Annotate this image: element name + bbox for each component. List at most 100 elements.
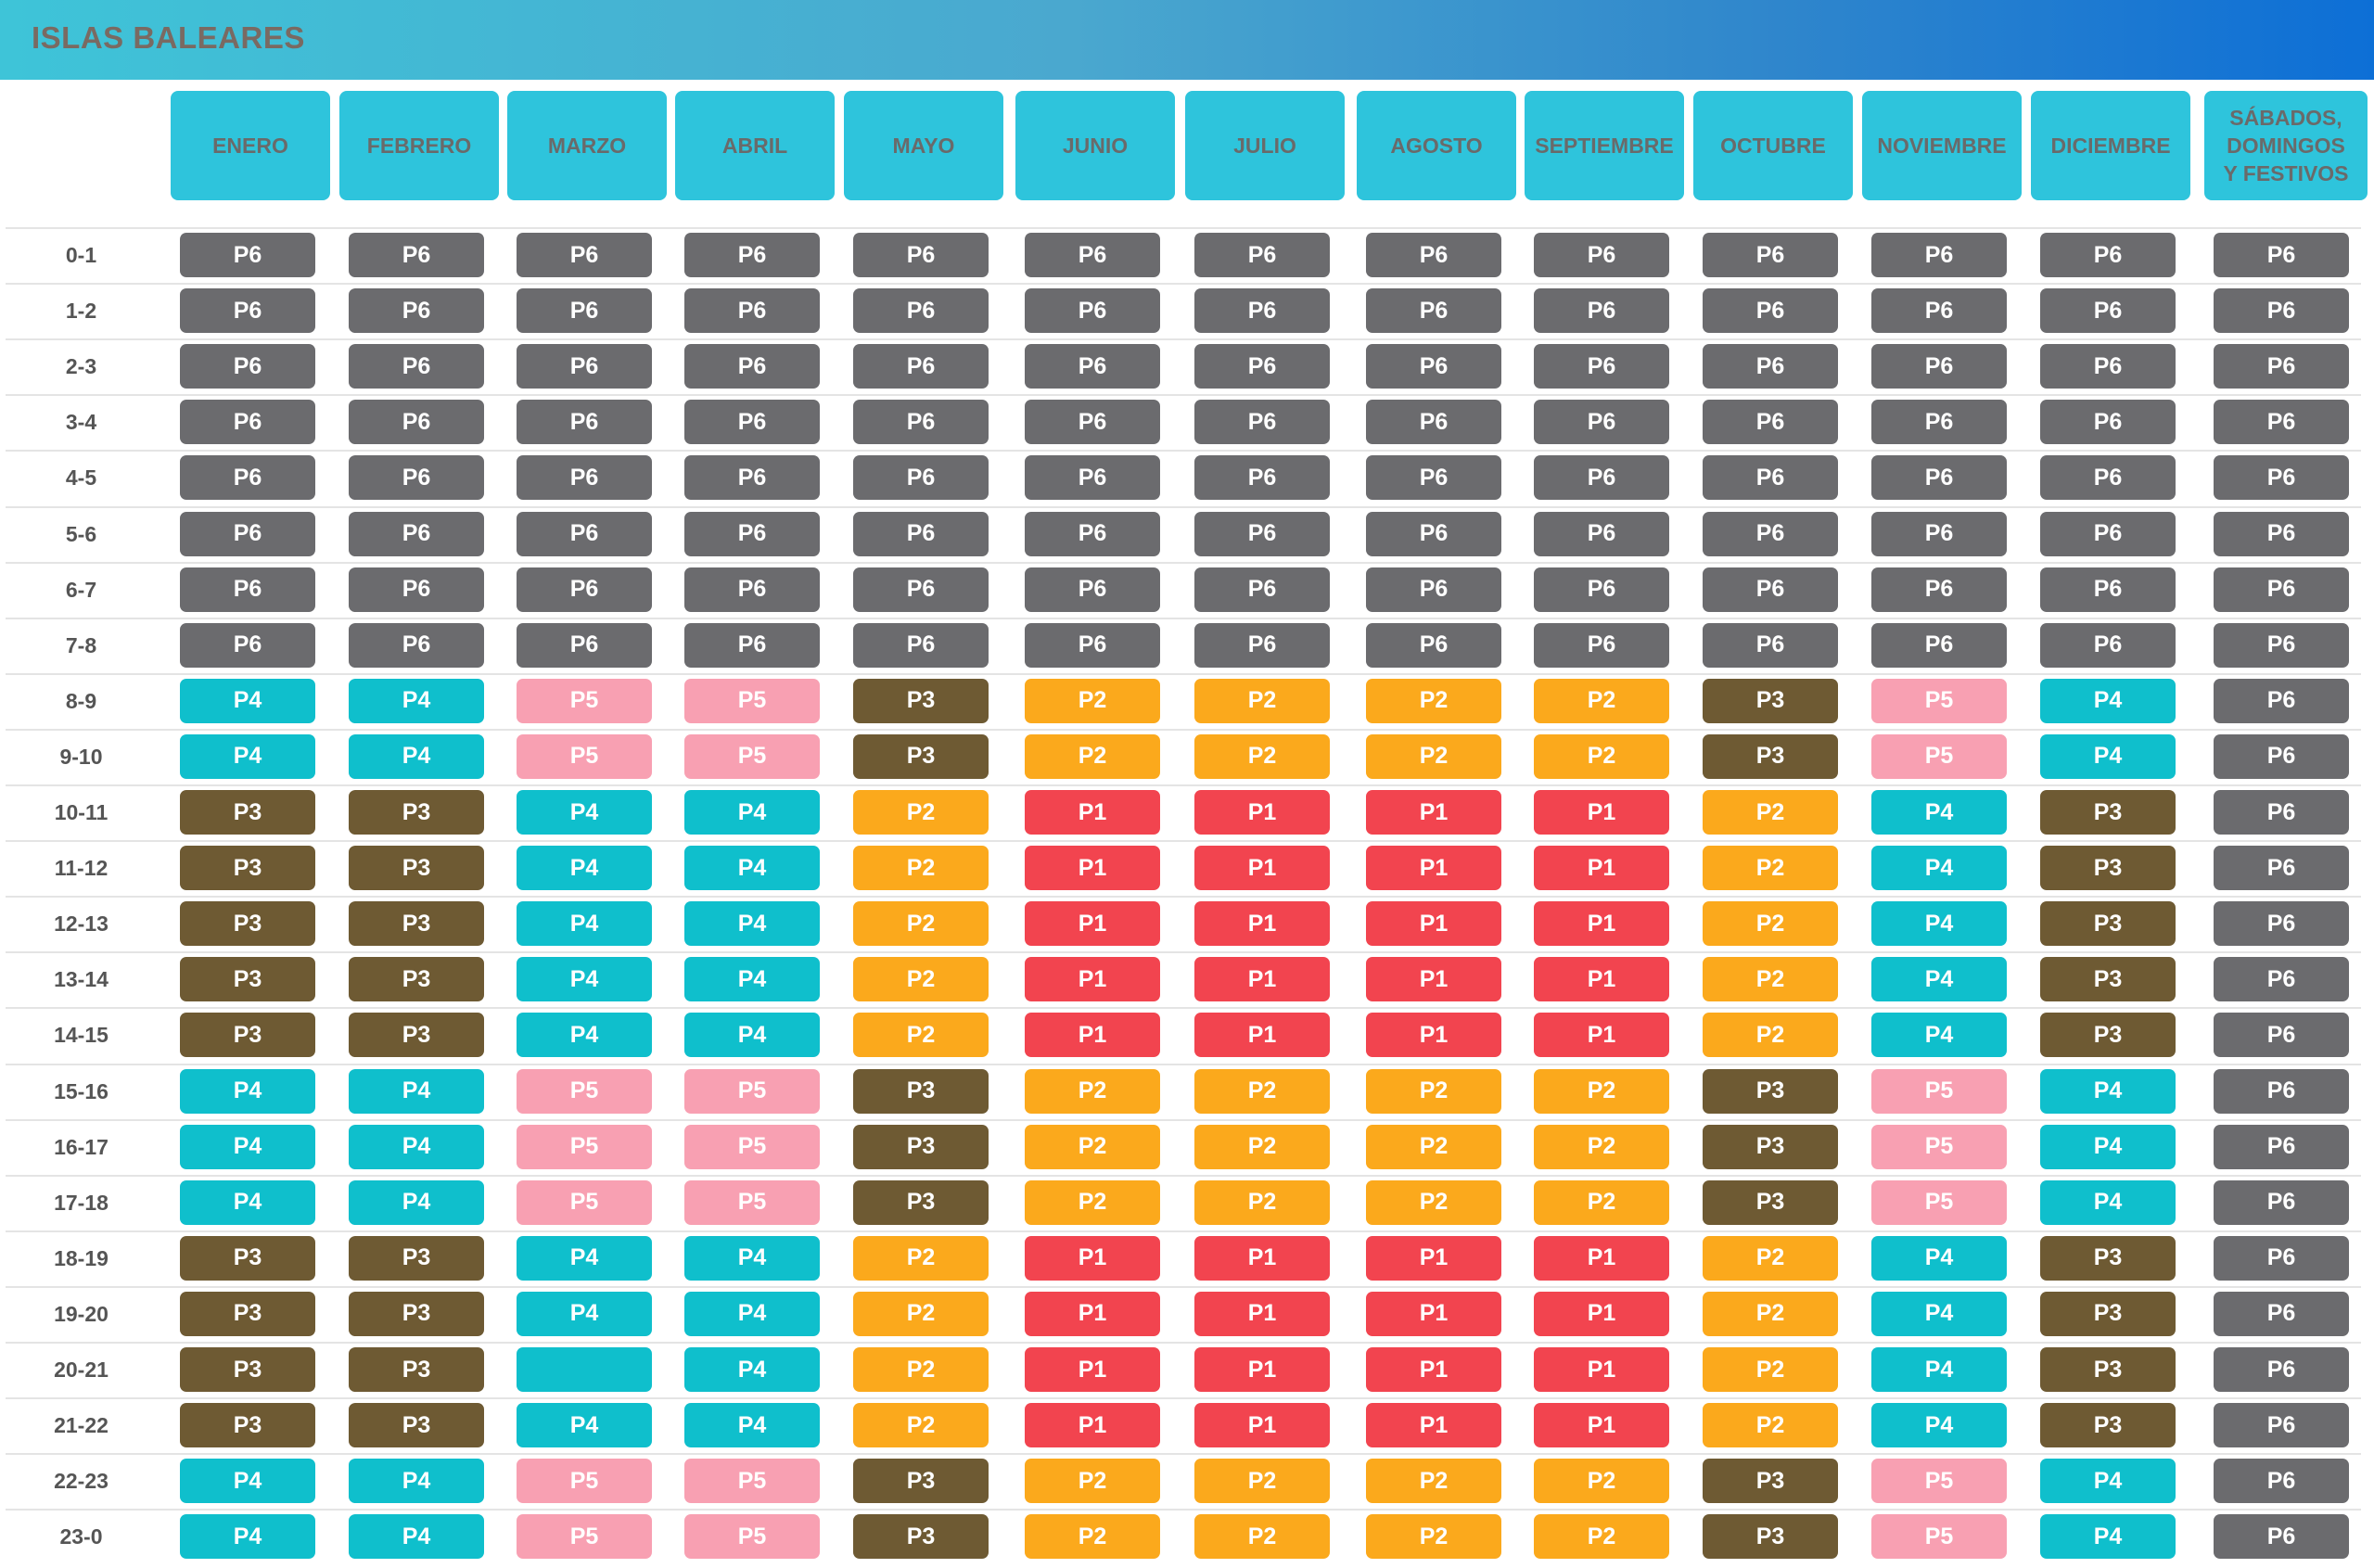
- period-cell: P6: [1703, 455, 1838, 501]
- period-cell: P3: [349, 1235, 484, 1281]
- period-cell: P6: [1025, 622, 1160, 668]
- period-cell: P4: [349, 1459, 484, 1504]
- period-cell: P6: [2214, 288, 2349, 334]
- period-cell: P4: [180, 1514, 315, 1560]
- period-cell: P4: [517, 790, 652, 835]
- period-cell: P2: [853, 957, 989, 1002]
- period-cell: P3: [853, 733, 989, 779]
- period-cell: P4: [2040, 1068, 2176, 1114]
- period-cell: P1: [1025, 1013, 1160, 1058]
- period-cell: P2: [1703, 1291, 1838, 1336]
- period-cell: P5: [1871, 1459, 2007, 1504]
- period-cell: P6: [517, 344, 652, 389]
- hour-label: 17-18: [54, 1190, 108, 1215]
- period-cell: P3: [349, 1403, 484, 1448]
- row-divider: [6, 896, 2361, 899]
- column-header: FEBRERO: [339, 91, 499, 200]
- period-cell: P6: [180, 400, 315, 445]
- hour-label: 11-12: [54, 856, 108, 881]
- period-cell: P3: [2040, 1291, 2176, 1336]
- period-cell: P2: [1703, 1403, 1838, 1448]
- period-cell: P6: [2214, 567, 2349, 612]
- row-divider: [6, 1509, 2361, 1511]
- period-cell: P2: [1534, 1459, 1669, 1504]
- period-cell: P6: [1025, 400, 1160, 445]
- period-cell: P1: [1534, 1347, 1669, 1392]
- period-cell: P6: [2214, 1347, 2349, 1392]
- period-cell: P1: [1534, 1013, 1669, 1058]
- period-cell: P3: [180, 957, 315, 1002]
- period-cell: P6: [2040, 567, 2176, 612]
- period-cell: P5: [517, 1068, 652, 1114]
- period-cell: P1: [1366, 1347, 1501, 1392]
- period-cell: P2: [1534, 1068, 1669, 1114]
- period-cell: P3: [349, 1347, 484, 1392]
- period-cell: P6: [180, 344, 315, 389]
- period-cell: P3: [1703, 733, 1838, 779]
- period-cell: P6: [2214, 901, 2349, 947]
- hour-label: 19-20: [54, 1301, 108, 1326]
- column-header: JUNIO: [1015, 91, 1175, 200]
- period-cell: P4: [517, 1291, 652, 1336]
- hour-label: 18-19: [54, 1245, 108, 1270]
- period-cell: P6: [2214, 1291, 2349, 1336]
- hour-label: 22-23: [54, 1469, 108, 1494]
- period-cell: P3: [1703, 1179, 1838, 1225]
- period-cell: P1: [1025, 1403, 1160, 1448]
- period-cell: P4: [2040, 1459, 2176, 1504]
- period-cell: P6: [2214, 846, 2349, 891]
- period-cell: P6: [2214, 790, 2349, 835]
- period-cell: P6: [2214, 678, 2349, 723]
- hour-label: 0-1: [65, 243, 97, 267]
- period-cell: P6: [2214, 233, 2349, 277]
- period-cell: P6: [2214, 1403, 2349, 1448]
- period-cell: P4: [684, 846, 820, 891]
- period-cell: P6: [349, 567, 484, 612]
- period-cell: P6: [349, 344, 484, 389]
- row-divider: [6, 672, 2361, 675]
- period-cell: P3: [1703, 1068, 1838, 1114]
- period-cell: P5: [1871, 1514, 2007, 1560]
- period-cell: P6: [1534, 511, 1669, 556]
- period-cell: P2: [1534, 1514, 1669, 1560]
- period-cell: P3: [349, 846, 484, 891]
- period-cell: P6: [349, 288, 484, 334]
- period-cell: P6: [1025, 511, 1160, 556]
- period-cell: P1: [1366, 1235, 1501, 1281]
- period-cell: P2: [1366, 1124, 1501, 1169]
- period-cell: P3: [180, 1235, 315, 1281]
- period-cell: P2: [1703, 1013, 1838, 1058]
- period-cell: P5: [517, 1124, 652, 1169]
- row-divider: [6, 617, 2361, 619]
- period-cell: P2: [1703, 901, 1838, 947]
- row-divider: [6, 450, 2361, 453]
- period-cell: P6: [349, 455, 484, 501]
- period-cell: P6: [1194, 622, 1330, 668]
- hour-label: 1-2: [65, 299, 97, 324]
- period-cell: P1: [1534, 957, 1669, 1002]
- period-cell: P1: [1025, 1291, 1160, 1336]
- period-cell: P5: [684, 1124, 820, 1169]
- period-cell: P2: [1534, 733, 1669, 779]
- period-cell: P6: [684, 344, 820, 389]
- period-cell: P2: [853, 1235, 989, 1281]
- period-cell: P5: [517, 1459, 652, 1504]
- period-cell: P6: [1194, 233, 1330, 277]
- period-cell: P6: [1366, 455, 1501, 501]
- period-cell: P1: [1366, 957, 1501, 1002]
- period-cell: P4: [180, 678, 315, 723]
- period-cell: P6: [1194, 344, 1330, 389]
- period-cell: P6: [2214, 1124, 2349, 1169]
- period-cell: P6: [349, 400, 484, 445]
- hour-label: 21-22: [54, 1413, 108, 1438]
- row-divider: [6, 227, 2361, 229]
- period-cell: P1: [1194, 1403, 1330, 1448]
- period-cell: P2: [853, 1347, 989, 1392]
- period-cell: P2: [1366, 1514, 1501, 1560]
- hour-label: 3-4: [65, 410, 97, 435]
- period-cell: P6: [2040, 233, 2176, 277]
- period-cell: P6: [2214, 1514, 2349, 1560]
- hour-label: 16-17: [54, 1134, 108, 1159]
- hour-label: 7-8: [65, 632, 97, 657]
- period-cell: P2: [1366, 678, 1501, 723]
